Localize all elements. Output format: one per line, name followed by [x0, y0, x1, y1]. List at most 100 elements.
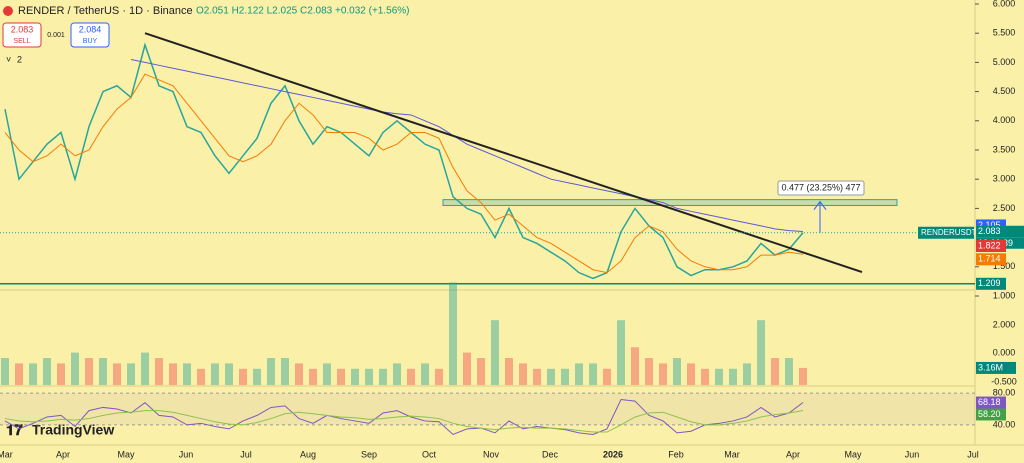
price-series — [130, 58, 804, 232]
volume-bar — [351, 368, 359, 385]
y-tick-label: 6.000 — [993, 0, 1016, 8]
volume-bar — [715, 368, 723, 385]
sell-button[interactable] — [2, 22, 42, 48]
support-label: 1.209 — [978, 278, 1001, 288]
trendline — [144, 32, 863, 274]
volume-bar — [435, 368, 443, 385]
volume-bar — [421, 363, 429, 385]
x-tick-label: Jul — [967, 449, 979, 459]
x-tick-label: Apr — [786, 449, 800, 459]
symbol: RENDER / TetherUS · 1D · Binance — [18, 5, 193, 17]
last-price-label: 2.083 — [978, 226, 1001, 236]
volume-bar — [393, 363, 401, 385]
support-label-bg — [976, 277, 1006, 290]
volume-bar — [589, 363, 597, 385]
volume-bar — [295, 363, 303, 385]
x-tick-label: Jun — [905, 449, 920, 459]
volume-bar — [603, 368, 611, 385]
volume-bar — [155, 358, 163, 385]
x-tick-label: Jul — [240, 449, 252, 459]
x-tick-label: Aug — [300, 449, 316, 459]
volume-bar — [505, 358, 513, 385]
x-tick-label: Apr — [56, 449, 70, 459]
volume-bar — [197, 368, 205, 385]
price-series — [4, 42, 804, 280]
ticker: RENDERUSDT — [921, 228, 977, 237]
y-tick-label: 3.000 — [993, 174, 1016, 184]
volume-bar — [337, 368, 345, 385]
x-tick-label: Oct — [422, 449, 437, 459]
volume-bar — [211, 363, 219, 385]
rsi-series — [4, 409, 804, 433]
ma-fast-label: 1.714 — [978, 254, 1001, 264]
rsi-ma-label-bg — [976, 408, 1006, 421]
volume-bar — [799, 367, 807, 385]
volume-bar — [309, 368, 317, 385]
y-tick-label: 2.500 — [993, 203, 1016, 213]
x-tick-label: May — [117, 449, 135, 459]
volume-bar — [85, 358, 93, 385]
ma-slow-label: 2.105 — [978, 220, 1001, 230]
ohlc: O2.051 H2.122 L2.025 C2.083 +0.032 (+1.5… — [196, 6, 410, 17]
volume-bar — [43, 358, 51, 385]
volume-bar — [645, 358, 653, 385]
rsi-band — [0, 393, 975, 425]
volume-bar — [281, 358, 289, 385]
volume-bar — [449, 282, 457, 385]
volume-bar — [477, 358, 485, 385]
volume-bar — [561, 368, 569, 385]
buy-button[interactable] — [70, 22, 110, 48]
sell-price: 2.083 — [11, 24, 34, 34]
volume-bar — [225, 363, 233, 385]
volume-bar — [701, 368, 709, 385]
brand: TradingView — [32, 422, 114, 438]
red-level-label: 1.822 — [978, 240, 1001, 250]
spread: 0.001 — [47, 32, 65, 39]
x-tick-label: May — [844, 449, 862, 459]
volume-bar — [57, 363, 65, 385]
arrow-head — [813, 200, 827, 210]
volume-axis-label: 2.000 — [993, 319, 1016, 329]
symbol-icon — [3, 6, 13, 16]
x-tick-label: Jun — [179, 449, 194, 459]
volume-bar — [169, 363, 177, 385]
x-tick-label: Mar — [724, 449, 740, 459]
rsi-tick-label: 40.00 — [993, 419, 1016, 429]
rsi-series — [4, 398, 804, 436]
volume-bar — [183, 363, 191, 385]
y-tick-label: 3.500 — [993, 144, 1016, 154]
last-price-label-bg — [976, 225, 1024, 238]
volume-bar — [785, 358, 793, 385]
volume-bar — [113, 363, 121, 385]
volume-bar — [463, 352, 471, 385]
x-tick-label: 2026 — [603, 449, 623, 459]
y-tick-label: 5.500 — [993, 28, 1016, 38]
sell-label: SELL — [13, 38, 30, 45]
buy-price: 2.084 — [79, 24, 102, 34]
rsi-ma-label: 58.20 — [978, 409, 1001, 419]
ma-fast-label-bg — [976, 253, 1006, 266]
brand-mark: 𝟏𝟕 — [6, 422, 23, 439]
volume-bar — [617, 320, 625, 385]
indicator-toggle[interactable]: ˅ — [6, 54, 11, 64]
volume-bar — [29, 363, 37, 385]
x-tick-label: Dec — [542, 449, 559, 459]
rsi-tick-label: 80.00 — [993, 388, 1016, 398]
y-tick-label: 1.000 — [993, 290, 1016, 300]
x-tick-label: Nov — [483, 449, 500, 459]
ticker-bg — [918, 226, 974, 239]
volume-bar — [267, 358, 275, 385]
volume-bar — [127, 363, 135, 385]
volume-bar — [575, 363, 583, 385]
volume-bar — [239, 368, 247, 385]
volume-bar — [743, 363, 751, 385]
volume-bar — [519, 363, 527, 385]
y-tick-label: 1.500 — [993, 261, 1016, 271]
volume-bar — [379, 368, 387, 385]
annotation: 0.477 (23.25%) 477 — [781, 182, 860, 192]
volume-bar — [15, 363, 23, 385]
volume-bar — [141, 352, 149, 385]
volume-bar — [407, 368, 415, 385]
volume-bar — [547, 368, 555, 385]
